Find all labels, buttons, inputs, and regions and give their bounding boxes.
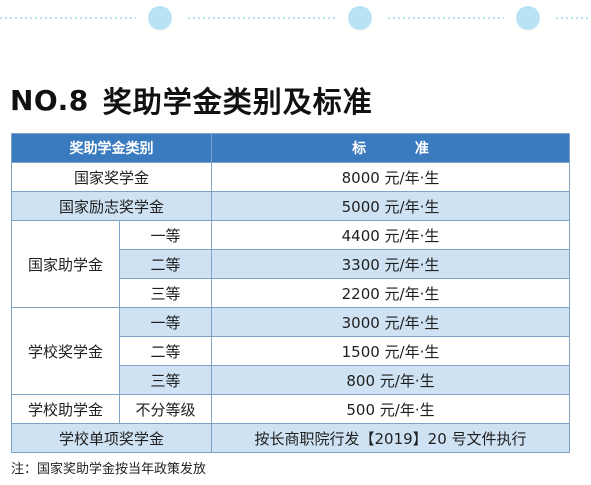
table-row: 三等 800 元/年·生 bbox=[12, 365, 570, 395]
level-cell: 二等 bbox=[119, 336, 212, 366]
header-standard: 标 准 bbox=[211, 133, 570, 163]
standard-cell: 3000 元/年·生 bbox=[211, 307, 570, 337]
level-cell: 二等 bbox=[119, 249, 212, 279]
deco-dot-icon bbox=[348, 6, 372, 30]
header-category: 奖助学金类别 bbox=[11, 133, 212, 163]
category-cell: 国家励志奖学金 bbox=[11, 191, 212, 221]
scholarship-table: 奖助学金类别 标 准 国家奖学金 8000 元/年·生 国家励志奖学金 5000… bbox=[11, 133, 570, 453]
standard-cell: 5000 元/年·生 bbox=[211, 191, 570, 221]
footnote: 注：国家奖助学金按当年政策发放 bbox=[11, 462, 207, 477]
page-heading: NO.8 奖助学金类别及标准 bbox=[10, 78, 373, 122]
table-row: 二等 1500 元/年·生 bbox=[12, 336, 570, 366]
level-cell: 一等 bbox=[119, 307, 212, 337]
standard-cell: 800 元/年·生 bbox=[211, 365, 570, 395]
level-cell: 一等 bbox=[119, 220, 212, 250]
level-cell: 三等 bbox=[119, 365, 212, 395]
table-row: 三等 2200 元/年·生 bbox=[12, 278, 570, 308]
top-decoration bbox=[0, 6, 591, 30]
table-row: 学校单项奖学金 按长商职院行发【2019】20 号文件执行 bbox=[11, 423, 570, 453]
level-cell: 三等 bbox=[119, 278, 212, 308]
standard-cell: 1500 元/年·生 bbox=[211, 336, 570, 366]
level-cell: 不分等级 bbox=[119, 394, 212, 424]
table-row: 学校助学金 不分等级 500 元/年·生 bbox=[11, 394, 570, 424]
category-cell: 国家奖学金 bbox=[11, 162, 212, 192]
table-header-row: 奖助学金类别 标 准 bbox=[11, 133, 570, 163]
standard-cell: 3300 元/年·生 bbox=[211, 249, 570, 279]
table-row: 学校奖学金 一等 3000 元/年·生 bbox=[11, 307, 570, 395]
page-title: 奖助学金类别及标准 bbox=[102, 85, 373, 119]
standard-cell: 500 元/年·生 bbox=[211, 394, 570, 424]
standard-cell: 2200 元/年·生 bbox=[211, 278, 570, 308]
category-cell: 学校助学金 bbox=[11, 394, 120, 424]
deco-dot-icon bbox=[148, 6, 172, 30]
category-cell: 学校单项奖学金 bbox=[11, 423, 212, 453]
table-row: 国家助学金 一等 4400 元/年·生 bbox=[11, 220, 570, 308]
standard-cell: 4400 元/年·生 bbox=[211, 220, 570, 250]
table-row: 国家励志奖学金 5000 元/年·生 bbox=[11, 191, 570, 221]
table-row: 国家奖学金 8000 元/年·生 bbox=[11, 162, 570, 192]
section-number: NO.8 bbox=[10, 83, 89, 117]
deco-dot-icon bbox=[516, 6, 540, 30]
category-cell: 学校奖学金 bbox=[11, 307, 120, 395]
standard-cell: 8000 元/年·生 bbox=[211, 162, 570, 192]
category-cell: 国家助学金 bbox=[11, 220, 120, 308]
standard-cell: 按长商职院行发【2019】20 号文件执行 bbox=[211, 423, 570, 453]
